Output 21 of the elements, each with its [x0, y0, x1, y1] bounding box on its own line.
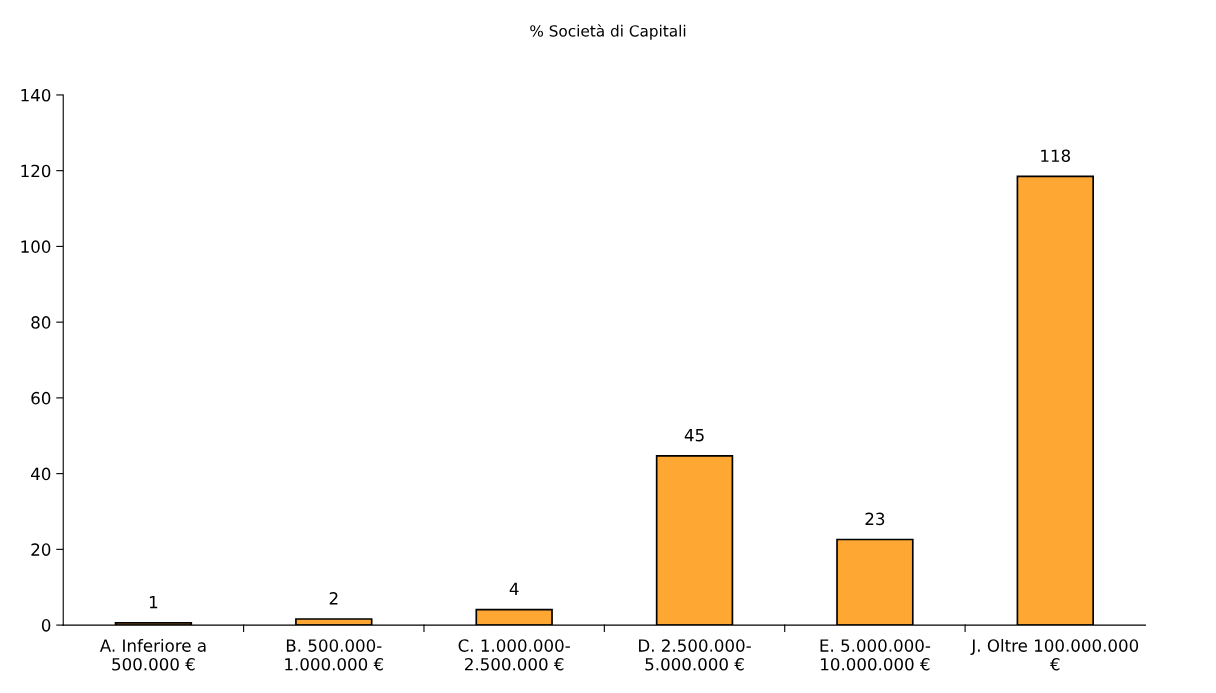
x-tick-label: J. Oltre 100.000.000 € [970, 638, 1139, 671]
y-tick-label: 20 [31, 543, 51, 556]
y-tick-label: 120 [21, 164, 51, 178]
x-tick-label: B. 500.000- 1.000.000 € [285, 639, 384, 671]
y-tick-label: 140 [21, 88, 51, 102]
x-tick-label: D. 2.500.000- 5.000.000 € [639, 639, 751, 671]
y-tick-label: 80 [31, 316, 51, 329]
data-label: 45 [684, 429, 704, 442]
data-label: 118 [1041, 149, 1071, 163]
y-tick-label: 0 [41, 619, 51, 632]
x-tick-label: E. 5.000.000- 10.000.000 € [820, 639, 931, 671]
data-label: 4 [509, 582, 519, 595]
x-tick-label: A. Inferiore a 500.000 € [99, 638, 206, 671]
y-tick-label: 60 [31, 391, 51, 405]
data-label: 1 [149, 596, 158, 609]
y-tick-label: 40 [31, 467, 51, 481]
chart-title: % Società di Capitali [530, 24, 686, 40]
y-tick-label: 100 [21, 240, 51, 253]
data-label: 2 [329, 592, 338, 605]
x-tick-label: C. 1.000.000- 2.500.000 € [458, 639, 570, 671]
data-label: 23 [865, 512, 885, 526]
